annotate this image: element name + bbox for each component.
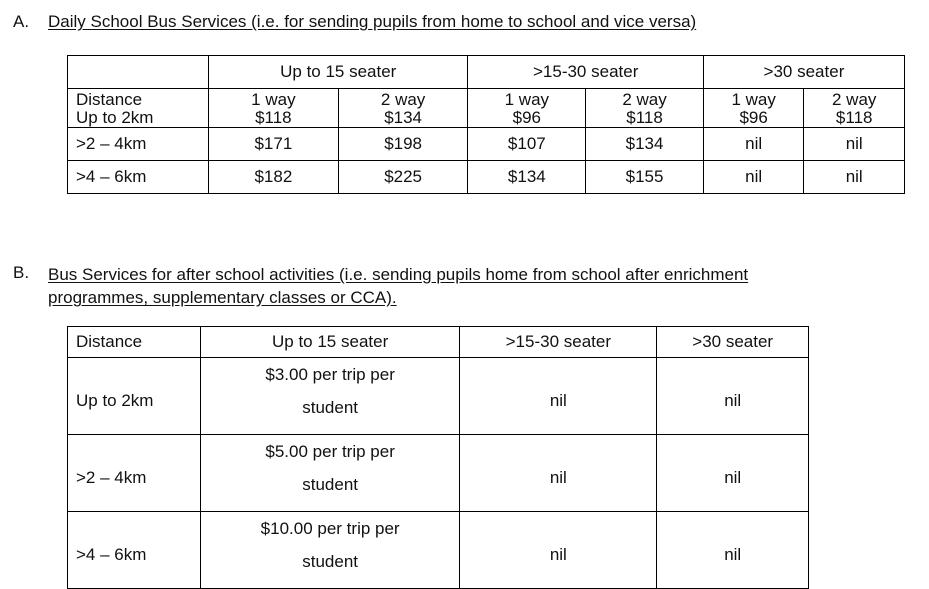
- distance-label: Up to 2km: [76, 108, 154, 127]
- value-cell: nil: [656, 357, 809, 435]
- table-row: >2 – 4km $171 $198 $107 $134 nil nil: [67, 127, 905, 161]
- group-header-15-30: >15-30 seater: [467, 55, 704, 89]
- section-a-letter: A.: [13, 12, 30, 31]
- distance-label: >2 – 4km: [67, 127, 209, 161]
- value-cell: $134: [467, 160, 587, 194]
- value-cell: $198: [337, 127, 469, 161]
- value: $134: [384, 108, 423, 127]
- value-cell: nil: [656, 511, 809, 589]
- value-cell: $134: [585, 127, 704, 161]
- table-row: Distance Up to 2km 1 way $118 2 way $134…: [67, 88, 905, 128]
- sub-header: 2 way: [832, 90, 877, 109]
- value: $118: [835, 108, 873, 127]
- value-cell: $182: [208, 160, 339, 194]
- blank-header-cell: [67, 55, 209, 89]
- value-cell: 2 way $118: [585, 88, 704, 128]
- value-cell: nil: [459, 357, 658, 435]
- header-up-to-15: Up to 15 seater: [199, 326, 461, 358]
- table-row: >2 – 4km $5.00 per trip per student nil …: [67, 434, 809, 512]
- price-unit: student: [302, 398, 359, 417]
- table-row: Distance Up to 15 seater >15-30 seater >…: [67, 326, 809, 358]
- distance-label: >4 – 6km: [67, 511, 201, 589]
- section-a-heading: A. Daily School Bus Services (i.e. for s…: [13, 12, 913, 34]
- price-line: $3.00 per trip per: [265, 365, 395, 384]
- sub-header: 1 way: [731, 90, 776, 109]
- distance-label: Up to 2km: [67, 357, 201, 435]
- value-cell: nil: [803, 160, 905, 194]
- value: $118: [255, 108, 292, 127]
- sub-header: 2 way: [622, 90, 667, 109]
- group-header-up-to-15: Up to 15 seater: [207, 55, 469, 89]
- table-row: >4 – 6km $182 $225 $134 $155 nil nil: [67, 160, 905, 194]
- table-row: Up to 15 seater >15-30 seater >30 seater: [67, 55, 906, 89]
- value-cell: 1 way $96: [467, 88, 587, 128]
- value-cell: $107: [467, 127, 587, 161]
- value-cell: $225: [337, 160, 469, 194]
- distance-label: >4 – 6km: [67, 160, 209, 194]
- value-cell: $155: [585, 160, 704, 194]
- price-line: $5.00 per trip per: [265, 442, 395, 461]
- sub-header: 2 way: [380, 90, 426, 109]
- value-cell: 2 way $134: [337, 88, 469, 128]
- value: $96: [512, 108, 541, 127]
- value-cell: nil: [459, 434, 658, 512]
- price-unit: student: [302, 475, 359, 494]
- after-school-bus-rates-table: Distance Up to 15 seater >15-30 seater >…: [67, 326, 809, 589]
- table-row: Up to 2km $3.00 per trip per student nil…: [67, 357, 809, 435]
- value: $96: [739, 108, 768, 127]
- section-b-letter: B.: [13, 263, 30, 282]
- value-cell: $171: [208, 127, 339, 161]
- distance-header: Distance: [76, 90, 143, 109]
- sub-header: 1 way: [504, 90, 550, 109]
- sub-header: 1 way: [251, 90, 296, 109]
- value-cell: nil: [459, 511, 658, 589]
- value-cell: nil: [702, 127, 805, 161]
- value-cell: nil: [656, 434, 809, 512]
- value-cell: nil: [702, 160, 805, 194]
- value-cell: 1 way $96: [702, 88, 805, 128]
- value: $118: [626, 108, 663, 127]
- header-30-plus: >30 seater: [656, 326, 809, 358]
- group-header-30-plus: >30 seater: [702, 55, 906, 89]
- value-cell: nil: [803, 127, 905, 161]
- daily-bus-rates-table: Up to 15 seater >15-30 seater >30 seater…: [67, 55, 906, 194]
- section-a-title: Daily School Bus Services (i.e. for send…: [48, 12, 697, 31]
- distance-cell: Distance Up to 2km: [67, 88, 209, 128]
- value-cell: 1 way $118: [208, 88, 339, 128]
- price-unit: student: [302, 552, 359, 571]
- section-b-title: Bus Services for after school activities…: [48, 265, 749, 307]
- distance-header: Distance: [67, 326, 201, 358]
- price-line: $10.00 per trip per: [260, 519, 400, 538]
- section-b-heading: B. Bus Services for after school activit…: [13, 263, 913, 307]
- price-cell: $10.00 per trip per student: [199, 511, 461, 589]
- table-row: >4 – 6km $10.00 per trip per student nil…: [67, 511, 809, 589]
- value-cell: 2 way $118: [803, 88, 905, 128]
- header-15-30: >15-30 seater: [459, 326, 658, 358]
- distance-label: >2 – 4km: [67, 434, 201, 512]
- price-cell: $5.00 per trip per student: [199, 434, 461, 512]
- price-cell: $3.00 per trip per student: [199, 357, 461, 435]
